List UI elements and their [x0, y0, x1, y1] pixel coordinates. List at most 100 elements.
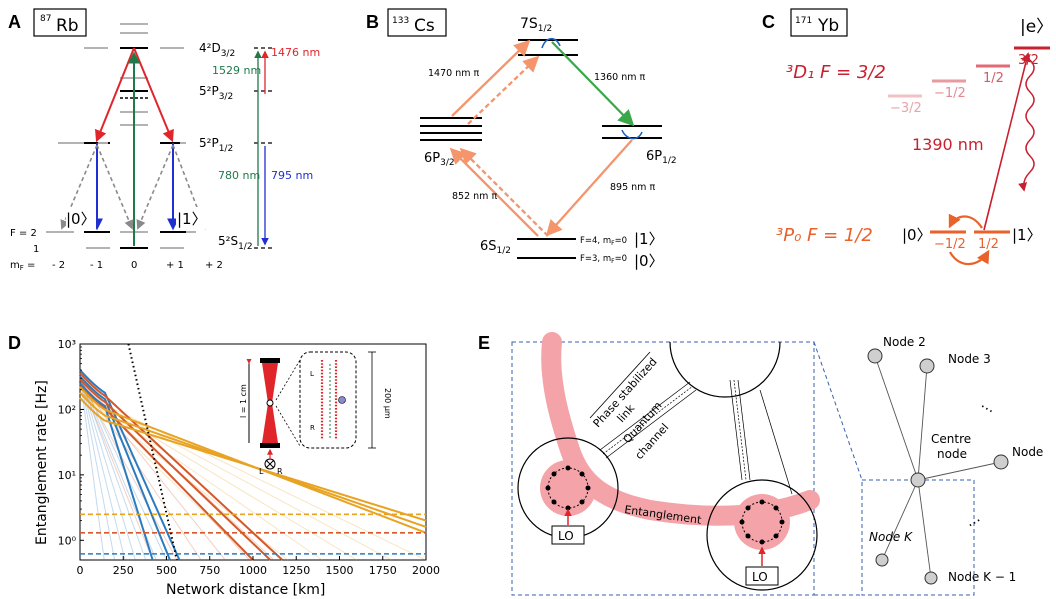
rb-scale-levels	[254, 47, 272, 249]
d-label: ³D₁ F = 3/2	[786, 62, 886, 83]
panel-d: D 0 250 500 750 1000 1250 1500 1750 2000 10⁰ 10¹ 10…	[8, 333, 440, 598]
cs-blue-arc-right	[621, 129, 643, 140]
series-line	[79, 369, 181, 561]
yb-decay-wavy	[1018, 59, 1035, 192]
chart-axes-group: 0 250 500 750 1000 1250 1500 1750 2000 10⁰ 10¹ 10² 1…	[58, 338, 440, 577]
centre-node-dot	[910, 472, 926, 488]
species-name-a: Rb	[56, 16, 79, 36]
cs-blue-arc-top	[541, 37, 561, 49]
state0-a: |0〉	[66, 210, 96, 228]
inset-R: R	[277, 467, 283, 476]
node-k-minus-1-label: Node K − 1	[948, 570, 1016, 584]
mf-minus1: - 1	[90, 260, 103, 271]
chart-ylabel: Entanglement rate [Hz]	[34, 380, 50, 545]
panel-b: B 133 Cs 7S1/2 6P3/2 6P1/2 6S	[366, 8, 677, 270]
y-tick-label: 10³	[58, 338, 76, 351]
panel-a-letter: A	[8, 12, 21, 32]
level-6s: 6S1/2	[480, 239, 511, 256]
wl-780: 780 nm	[218, 169, 260, 182]
state0-b: |0〉	[634, 252, 664, 270]
entanglement-chart: 0 250 500 750 1000 1250 1500 1750 2000 10⁰ 10¹ 10² 1…	[58, 338, 440, 577]
node-circle-top	[669, 341, 781, 398]
label-mf: mF =	[10, 260, 35, 272]
wl-1390: 1390 nm	[912, 135, 984, 154]
state-e: |e〉	[1020, 17, 1053, 37]
mf-minus2: - 2	[52, 260, 65, 271]
x-tick-label: 1250	[282, 564, 310, 577]
rb-black-levels	[84, 47, 186, 249]
yb-upper-levels	[888, 46, 1050, 98]
sub-m12: −1/2	[934, 86, 966, 101]
mf-zero: 0	[131, 260, 137, 271]
series-faint-line	[79, 376, 116, 561]
sub-low-p12: 1/2	[978, 237, 999, 252]
mf-plus2: + 2	[205, 260, 223, 271]
inset-l-label: l = 1 cm	[239, 384, 248, 418]
x-tick-label: 0	[77, 564, 84, 577]
atoms-left	[545, 465, 591, 511]
lo-label-right: LO	[752, 570, 768, 584]
x-tick-label: 1500	[326, 564, 354, 577]
node-dot	[993, 454, 1009, 470]
state0-c: |0〉	[902, 226, 932, 244]
level-5p32: 5²P3/2	[199, 84, 233, 102]
centre-label-1: Centre	[931, 432, 971, 446]
panel-d-letter: D	[8, 333, 21, 353]
star-nodes	[867, 348, 1009, 585]
state1-bg-a	[176, 207, 208, 229]
x-tick-label: 2000	[412, 564, 440, 577]
node-3-label: Node 3	[948, 352, 991, 366]
wl-795: 795 nm	[271, 169, 313, 182]
series-line	[79, 382, 154, 561]
node-k-label: Node K	[869, 530, 913, 544]
lo-label-left: LO	[558, 529, 574, 543]
node-label: Node	[1012, 445, 1043, 459]
yb-arc-top	[948, 213, 983, 229]
tr-1470: 1470 nm π	[428, 68, 479, 79]
series-faint-line	[79, 392, 358, 561]
ellipsis-bottom: ⋯	[965, 513, 985, 534]
series-line	[79, 378, 271, 561]
series-line	[79, 375, 171, 561]
node-k-minus-1-dot	[924, 571, 938, 585]
zoom-box	[511, 341, 815, 596]
cs-green-arrow	[551, 41, 635, 127]
star-edges	[874, 355, 1002, 579]
node-2-label: Node 2	[883, 335, 926, 349]
species-mass-a: 87	[40, 14, 51, 24]
sub-p12: 1/2	[983, 71, 1004, 86]
sub-m32: −3/2	[890, 101, 922, 116]
tr-895: 895 nm π	[610, 182, 655, 193]
state1-b: |1〉	[634, 230, 664, 248]
x-tick-label: 750	[199, 564, 220, 577]
state1-c: |1〉	[1012, 226, 1042, 244]
lo-box-right	[745, 566, 779, 586]
dotted-line	[127, 343, 178, 561]
series-faint-line	[79, 376, 105, 561]
level-5p12: 5²P1/2	[199, 136, 233, 154]
panel-e-letter: E	[478, 333, 490, 353]
panel-b-letter: B	[366, 12, 379, 32]
sub-low-m12: −1/2	[934, 237, 966, 252]
atoms-right	[739, 499, 785, 545]
node-k-dot	[875, 553, 889, 567]
rb-red-right	[133, 47, 174, 143]
yb-arc-bottom	[949, 249, 990, 266]
y-tick-label: 10¹	[58, 469, 76, 482]
panel-e: E LO LO	[478, 332, 1043, 596]
inset-um-label: 200 μm	[383, 388, 392, 419]
rb-gray-decays	[60, 144, 207, 230]
node-3-dot	[919, 358, 935, 374]
cs-salmon-arrows	[449, 39, 633, 237]
lo-box-left	[551, 525, 585, 545]
series-line	[79, 392, 427, 528]
tr-852: 852 nm π	[452, 191, 497, 202]
node-2-dot	[867, 348, 883, 364]
inset-zoom-R: R	[310, 424, 315, 432]
centre-label-2: node	[937, 447, 967, 461]
state1-a: |1〉	[177, 210, 207, 228]
x-tick-label: 250	[113, 564, 134, 577]
wl-1529: 1529 nm	[212, 64, 261, 77]
series-faint-line	[79, 376, 147, 561]
